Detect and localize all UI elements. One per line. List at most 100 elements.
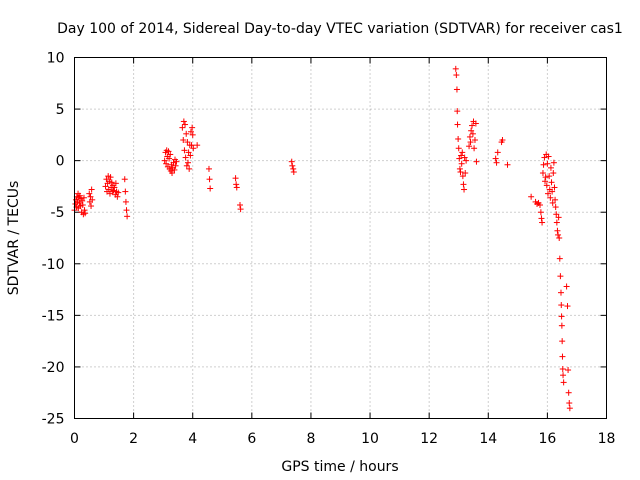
data-point [467, 139, 474, 146]
axis-ticks [74, 57, 607, 419]
data-point [182, 154, 189, 161]
data-point [76, 192, 83, 199]
data-point [559, 353, 566, 360]
data-point [459, 149, 466, 156]
data-point [171, 166, 178, 173]
data-point [556, 255, 563, 262]
data-point [458, 152, 465, 159]
data-point [547, 164, 554, 171]
data-point [454, 121, 461, 128]
data-point [183, 130, 190, 137]
data-point [185, 149, 192, 156]
data-point [554, 227, 561, 234]
data-point [549, 199, 556, 206]
data-point [205, 165, 212, 172]
data-point [79, 201, 86, 208]
data-point [494, 149, 501, 156]
data-point [290, 168, 297, 175]
data-point [86, 190, 93, 197]
data-point [504, 161, 511, 168]
x-tick-label: 4 [188, 431, 197, 447]
data-point [559, 338, 566, 345]
data-point [237, 201, 244, 208]
data-point [460, 181, 467, 188]
data-point [88, 186, 95, 193]
data-point [560, 372, 567, 379]
data-point [454, 108, 461, 115]
y-tick-label: -10 [42, 257, 65, 273]
y-tick-label: 10 [47, 51, 65, 67]
data-point [102, 183, 109, 190]
data-point [541, 154, 548, 161]
data-point [456, 165, 463, 172]
data-point [184, 159, 191, 166]
x-axis-label: GPS time / hours [281, 459, 398, 475]
data-point [172, 162, 179, 169]
data-point [455, 145, 462, 152]
data-point [558, 313, 565, 320]
data-point [170, 159, 177, 166]
plot-frame [74, 57, 607, 419]
data-point [468, 127, 475, 134]
data-point [122, 188, 129, 195]
data-point [457, 168, 464, 175]
data-point [565, 389, 572, 396]
data-point [462, 170, 469, 177]
data-point [233, 184, 240, 191]
x-tick-label: 2 [129, 431, 138, 447]
data-point [461, 154, 468, 161]
data-point [88, 203, 95, 210]
data-point [556, 235, 563, 241]
data-points [71, 65, 573, 412]
data-point [537, 201, 543, 208]
data-point [107, 174, 114, 181]
data-point [458, 160, 465, 167]
y-tick-label: -20 [42, 360, 65, 376]
data-point [194, 142, 201, 149]
data-point [173, 158, 180, 165]
y-tick-labels: 10 5 0 -5 -10 -15 -20 -25 [42, 51, 65, 428]
data-point [557, 289, 564, 296]
data-point [180, 137, 187, 144]
data-point [549, 188, 556, 195]
data-point [184, 139, 191, 146]
data-point [79, 197, 86, 204]
data-point [112, 180, 119, 187]
data-point [528, 193, 535, 200]
data-point [546, 173, 553, 180]
data-point [455, 135, 462, 142]
data-point [453, 86, 460, 93]
data-point [545, 153, 552, 160]
data-point [553, 219, 560, 226]
grid-lines [74, 57, 607, 419]
data-point [565, 367, 572, 374]
data-point [466, 143, 473, 150]
y-tick-label: -25 [42, 412, 65, 428]
data-point [547, 194, 554, 201]
data-point [551, 184, 558, 191]
data-point [232, 175, 239, 182]
data-point [563, 283, 570, 290]
data-point [493, 159, 500, 166]
data-point [167, 151, 174, 158]
data-point [110, 187, 117, 194]
data-point [123, 207, 130, 214]
data-point [548, 179, 555, 186]
data-point [560, 379, 567, 386]
data-point [122, 198, 129, 205]
data-point [544, 160, 551, 167]
data-point [187, 152, 194, 159]
data-point [188, 142, 195, 149]
data-point [466, 133, 473, 140]
data-point [206, 176, 213, 183]
data-point [558, 322, 565, 329]
data-point [181, 147, 188, 154]
data-point [453, 72, 460, 79]
data-point [537, 209, 544, 216]
data-point [558, 302, 565, 309]
x-tick-label: 16 [538, 431, 556, 447]
data-point [566, 405, 573, 412]
data-point [550, 159, 557, 166]
data-point [550, 170, 557, 177]
